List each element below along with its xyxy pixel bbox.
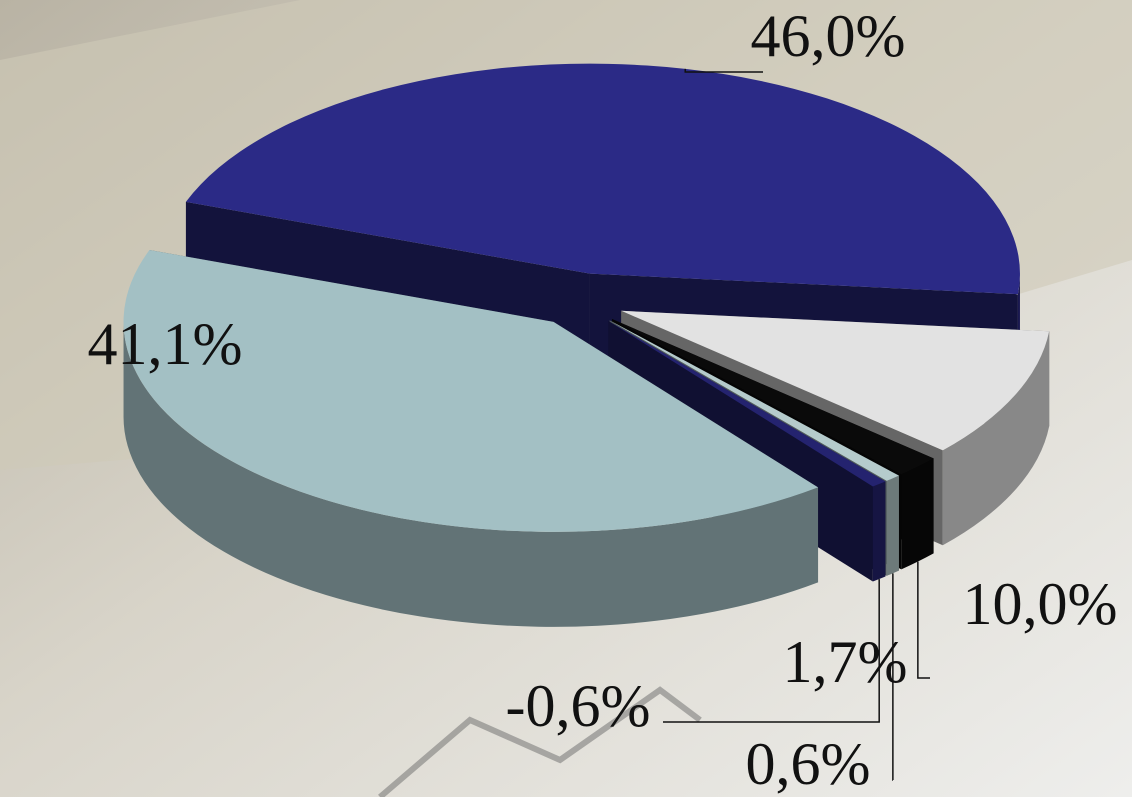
slice-wall bbox=[886, 475, 899, 576]
data-label: 46,0% bbox=[751, 3, 906, 69]
leader-line bbox=[917, 561, 930, 679]
slice bbox=[123, 250, 819, 627]
slice-top bbox=[123, 250, 819, 532]
slice-wall bbox=[123, 321, 819, 627]
slice-top bbox=[612, 318, 934, 475]
background-line bbox=[378, 686, 702, 797]
data-label: 41,1% bbox=[88, 311, 243, 377]
data-label: 10,0% bbox=[963, 571, 1118, 637]
slice-wall bbox=[872, 481, 886, 582]
leader-line bbox=[663, 579, 880, 723]
slice-top bbox=[608, 320, 886, 487]
pie bbox=[123, 63, 1050, 627]
slice-top bbox=[609, 320, 899, 481]
leader-line bbox=[684, 68, 763, 73]
slice-top bbox=[621, 310, 1050, 451]
slice-top bbox=[185, 63, 1020, 295]
data-label: 1,7% bbox=[783, 629, 908, 695]
slice-wall bbox=[942, 331, 1050, 546]
data-label: 0,6% bbox=[746, 731, 871, 797]
data-label: -0,6% bbox=[506, 673, 651, 739]
slice-wall bbox=[901, 458, 934, 570]
